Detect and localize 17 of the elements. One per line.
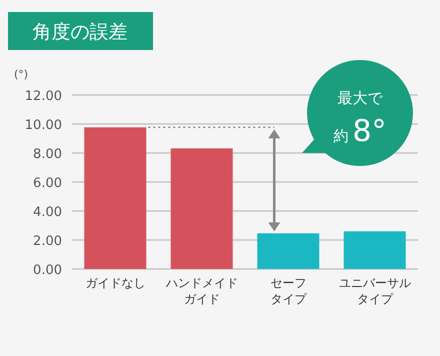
x-tick-label: セーフタイプ	[270, 276, 308, 306]
y-axis-title: (°)	[14, 68, 28, 81]
chart-title: 角度の誤差	[32, 21, 128, 43]
y-tick-label: 8.00	[33, 147, 62, 162]
y-tick-label: 12.00	[24, 89, 62, 104]
x-tick-label: ハンドメイドガイド	[164, 276, 238, 306]
y-tick-label: 10.00	[24, 118, 62, 133]
x-tick-label: ガイドなし	[85, 276, 146, 290]
y-tick-label: 6.00	[33, 176, 62, 191]
x-tick-label: ユニバーサルタイプ	[338, 276, 411, 306]
bar	[84, 127, 146, 269]
y-tick-label: 2.00	[33, 234, 62, 249]
y-tick-label: 0.00	[33, 263, 62, 278]
bar	[257, 233, 320, 269]
bar	[344, 231, 406, 269]
y-tick-label: 4.00	[33, 205, 62, 220]
bar	[170, 148, 233, 269]
